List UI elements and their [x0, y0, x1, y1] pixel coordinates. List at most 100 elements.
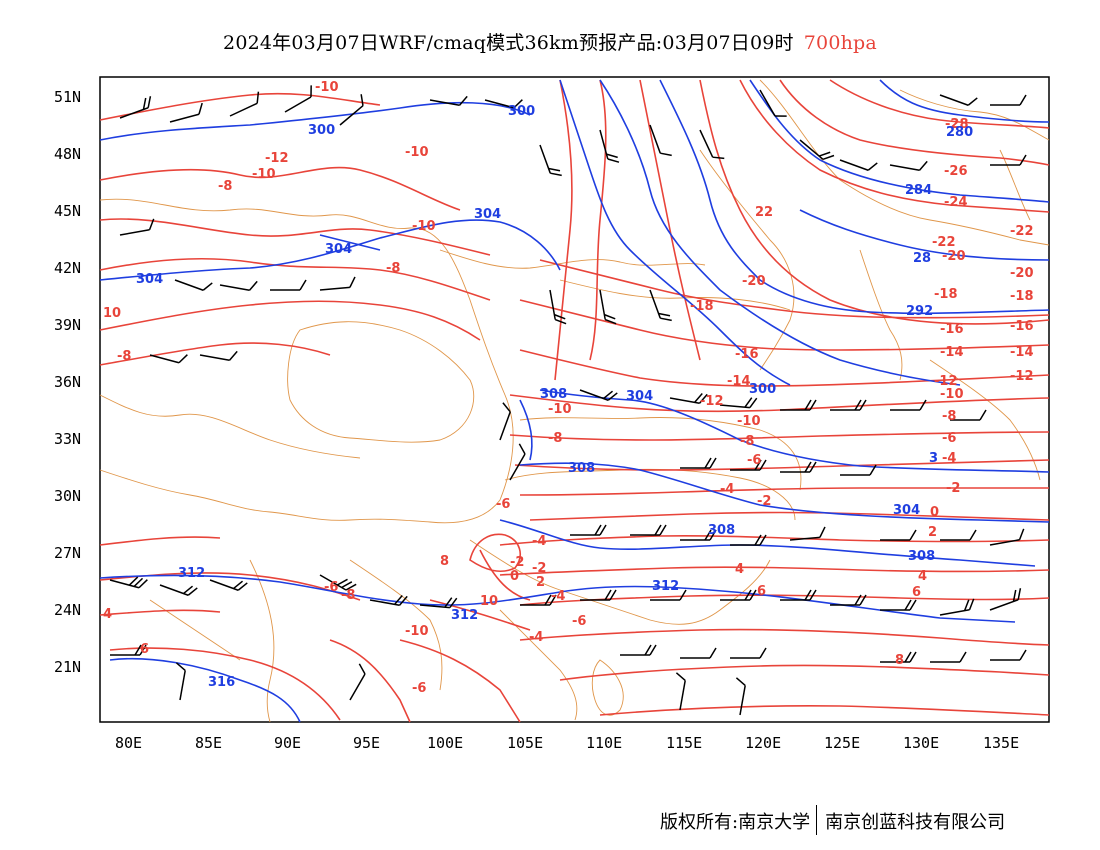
wind-barb	[429, 95, 468, 106]
wind-barb	[990, 649, 1027, 661]
wind-barb	[780, 399, 817, 411]
wind-barb	[570, 524, 607, 536]
wind-barb	[989, 528, 1025, 546]
temperature-label: 10	[103, 306, 121, 321]
country-borders	[99, 79, 1050, 723]
wind-barb	[219, 280, 258, 291]
lat-label: 21N	[54, 658, 81, 676]
wind-barb	[349, 663, 366, 701]
title-text: 2024年03月07日WRF/cmaq模式36km预报产品:03月07日09时	[223, 32, 794, 54]
height-contour-labels: 300 300 304 304 304 308 304 308 300 284 …	[136, 104, 973, 690]
temperature-label: -14	[1010, 345, 1034, 360]
temperature-label: -16	[940, 322, 964, 337]
lat-label: 48N	[54, 145, 81, 163]
temperature-label: -24	[944, 195, 968, 210]
temperature-label: -2	[532, 561, 546, 576]
temperature-contours	[99, 79, 1050, 723]
map-title: 2024年03月07日WRF/cmaq模式36km预报产品:03月07日09时 7…	[0, 28, 1100, 55]
wind-barb	[369, 595, 408, 606]
height-label: 304	[325, 242, 352, 257]
temperature-label: -2	[510, 555, 524, 570]
lat-label: 45N	[54, 202, 81, 220]
wind-barb	[680, 457, 717, 469]
height-label: 308	[568, 461, 595, 476]
wind-barb	[319, 276, 356, 291]
temperature-label: -10	[940, 387, 964, 402]
height-label: 284	[905, 183, 932, 198]
wind-barb	[880, 599, 917, 611]
temperature-label: -16	[1010, 319, 1034, 334]
wind-barb	[209, 579, 248, 591]
wind-barb	[119, 218, 155, 236]
wind-barb	[149, 354, 188, 364]
temperature-label: -8	[740, 434, 754, 449]
temperature-label: 2	[928, 525, 937, 540]
temperature-label: -16	[735, 347, 759, 362]
temperature-label: -10	[412, 219, 436, 234]
wind-barb	[484, 99, 523, 109]
wind-barb	[520, 594, 557, 606]
temperature-label: -6	[747, 453, 761, 468]
wind-barb	[789, 526, 826, 541]
height-label: 304	[136, 272, 163, 287]
lat-label: 42N	[54, 259, 81, 277]
temperature-label: 6	[912, 585, 921, 600]
height-label: 308	[708, 523, 735, 538]
wind-barb	[720, 589, 757, 601]
wind-barb	[735, 677, 746, 716]
lat-label: 30N	[54, 487, 81, 505]
temperature-label: -6	[412, 681, 426, 696]
temperature-label: -10	[252, 167, 276, 182]
wind-barb	[579, 389, 618, 401]
temperature-label: -12	[1010, 369, 1034, 384]
wind-barb	[830, 399, 867, 411]
wind-barb	[339, 94, 364, 126]
wind-barb	[109, 576, 148, 589]
wind-barb	[889, 160, 928, 171]
wind-barb	[730, 534, 767, 546]
wind-barb	[169, 102, 203, 123]
temperature-contour-labels: -10 -10 -12 -8 -10 -10 -8 10 -8 -10 -8 -…	[103, 80, 1034, 696]
height-label: 312	[451, 608, 478, 623]
temperature-label: -22	[1010, 224, 1034, 239]
wind-barb	[839, 159, 878, 171]
temperature-label: -14	[727, 374, 751, 389]
wind-barb	[580, 589, 617, 601]
wind-barb	[669, 393, 708, 404]
temperature-label: -2	[757, 494, 771, 509]
wind-barb	[930, 651, 967, 663]
temperature-label: -4	[532, 534, 546, 549]
lon-label: 95E	[353, 734, 380, 752]
temperature-label: -10	[737, 414, 761, 429]
wind-barb	[159, 584, 198, 596]
height-label: 308	[908, 549, 935, 564]
height-label: 300	[308, 123, 335, 138]
lat-label: 33N	[54, 430, 81, 448]
wind-barb	[719, 397, 758, 409]
wind-barb	[174, 279, 213, 291]
lon-label: 125E	[824, 734, 860, 752]
temperature-label: -6	[496, 497, 510, 512]
temperature-label: -18	[934, 287, 958, 302]
height-label: 304	[626, 389, 653, 404]
lat-label: 24N	[54, 601, 81, 619]
copyright-text: 版权所有:南京大学	[660, 812, 811, 833]
height-label: 304	[474, 207, 501, 222]
temperature-label: -20	[942, 249, 966, 264]
wind-barb	[119, 96, 152, 119]
wind-barb	[284, 85, 312, 113]
height-label: 280	[946, 125, 973, 140]
wind-barb	[649, 289, 672, 322]
wind-barb	[699, 129, 725, 160]
temperature-label: -12	[265, 151, 289, 166]
temperature-label: -18	[1010, 289, 1034, 304]
temperature-label: -8	[548, 431, 562, 446]
temperature-label: -10	[548, 402, 572, 417]
temperature-label: -8	[942, 409, 956, 424]
lat-label: 36N	[54, 373, 81, 391]
wind-barb	[419, 597, 458, 609]
lon-label: 135E	[983, 734, 1019, 752]
temperature-label: 6	[757, 584, 766, 599]
temperature-label: -10	[405, 145, 429, 160]
